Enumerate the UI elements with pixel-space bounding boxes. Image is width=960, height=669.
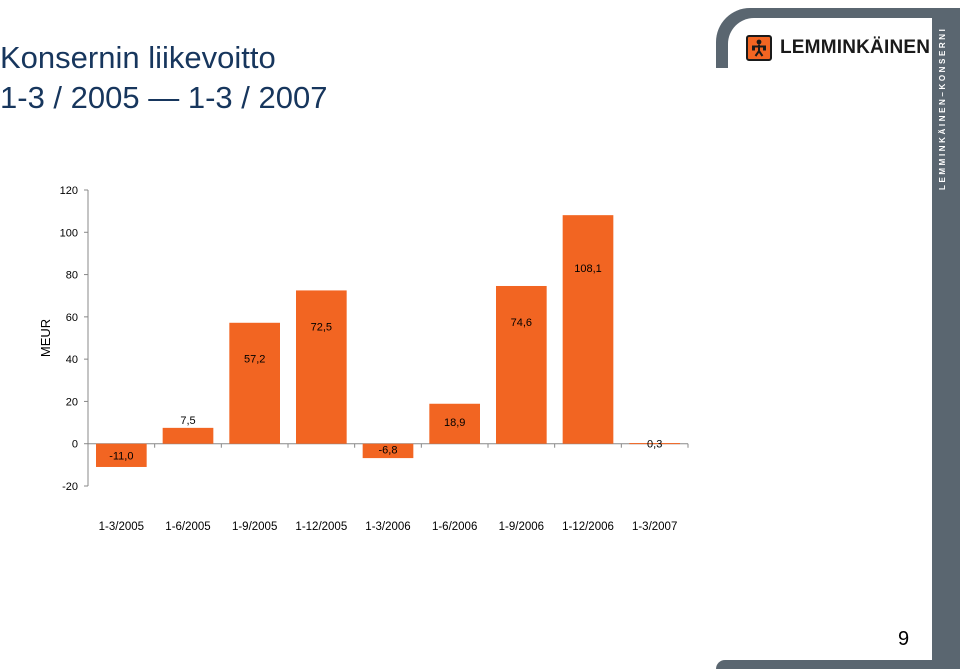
- page-number: 9: [898, 628, 910, 650]
- side-decor-band: [932, 14, 960, 669]
- x-tick-label: 1-9/2006: [499, 521, 544, 533]
- y-tick-label: 120: [60, 185, 78, 197]
- y-axis-label: MEUR: [38, 319, 53, 357]
- bar-1-3/2006: [362, 443, 414, 459]
- title-line-2: 1-3 / 2005 — 1-3 / 2007: [0, 80, 328, 115]
- y-tick-label: 100: [60, 227, 78, 239]
- data-label: 7,5: [180, 415, 195, 427]
- data-label: 72,5: [311, 321, 332, 333]
- x-tick-label: 1-9/2005: [232, 521, 277, 533]
- bar-1-12/2006: [562, 215, 614, 444]
- side-brand-text: LEMMINKÄINEN–KONSERNI: [938, 26, 947, 191]
- data-label: 74,6: [511, 317, 532, 329]
- data-label: 57,2: [244, 354, 265, 366]
- y-tick-label: 40: [66, 354, 78, 366]
- x-tick-label: 1-6/2006: [432, 521, 477, 533]
- bar-1-12/2005: [296, 290, 347, 444]
- title-line-1: Konsernin liikevoitto: [0, 40, 276, 75]
- x-tick-label: 1-12/2006: [562, 521, 614, 533]
- x-tick-label: 1-6/2005: [165, 521, 210, 533]
- bar-1-9/2006: [496, 285, 547, 444]
- bar-1-9/2005: [229, 322, 280, 444]
- data-label: 18,9: [444, 417, 465, 429]
- x-tick-label: 1-3/2006: [365, 521, 410, 533]
- x-tick-label: 1-3/2005: [99, 521, 144, 533]
- slide-title: Konsernin liikevoitto 1-3 / 2005 — 1-3 /…: [0, 38, 327, 118]
- data-label: -6,8: [379, 445, 398, 457]
- data-label: 0,3: [647, 439, 662, 451]
- logo-text: LEMMINKÄINEN: [780, 37, 931, 58]
- y-tick-label: 60: [66, 312, 78, 324]
- bar-1-3/2005: [96, 443, 147, 467]
- operating-profit-chart: -20 0 20 40 60 80 100 120 MEUR -11,0 1-3/2005 7,5 1-…: [38, 185, 689, 533]
- x-tick-label: 1-3/2007: [632, 521, 677, 533]
- worker-figure-icon: [746, 35, 772, 61]
- y-tick-label: 0: [72, 439, 78, 451]
- data-label: -11,0: [109, 451, 133, 463]
- bottom-decor-bar: [716, 660, 932, 669]
- x-tick-label: 1-12/2005: [295, 521, 347, 533]
- company-logo: LEMMINKÄINEN: [746, 34, 930, 62]
- y-tick-label: -20: [62, 481, 78, 493]
- bar-1-6/2006: [429, 403, 480, 444]
- y-tick-label: 80: [66, 270, 78, 282]
- y-tick-label: 20: [66, 396, 78, 408]
- data-label: 108,1: [574, 263, 602, 275]
- bar-1-3/2007: [629, 443, 680, 445]
- bar-1-6/2005: [162, 427, 214, 444]
